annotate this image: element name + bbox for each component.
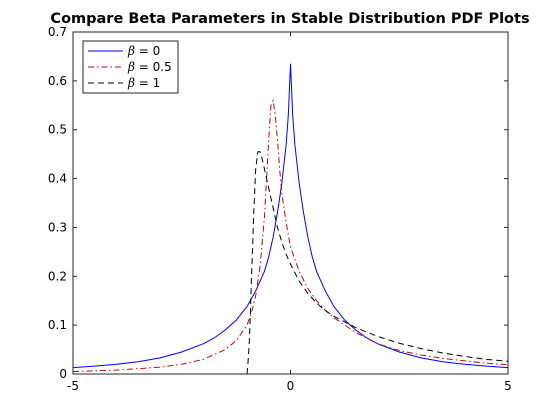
y-tick-label: 0.1: [48, 318, 67, 332]
y-tick-label: 0.2: [48, 269, 67, 283]
legend: β = 0β = 0.5β = 1: [82, 40, 179, 94]
legend-beta-symbol: β: [127, 44, 135, 58]
legend-box: [82, 40, 179, 94]
series-layer: [73, 63, 508, 374]
chart-title: Compare Beta Parameters in Stable Distri…: [50, 11, 529, 27]
series-line-2: [73, 98, 508, 373]
legend-value: = 1: [135, 76, 160, 90]
legend-beta-symbol: β: [127, 60, 135, 74]
y-tick-label: 0.5: [48, 123, 67, 137]
y-tick-label: 0.6: [48, 74, 67, 88]
x-tick-label: 5: [504, 379, 512, 393]
y-tick-label: 0: [59, 367, 67, 381]
legend-label-3: β = 1: [127, 76, 160, 90]
axes-layer: 00.10.20.30.40.50.60.7-5 0 5: [48, 25, 512, 393]
series-line-3: [246, 151, 508, 374]
legend-value: = 0: [135, 44, 160, 58]
legend-beta-symbol: β: [127, 76, 135, 90]
y-tick-label: 0.7: [48, 25, 67, 39]
y-tick-label: 0.3: [48, 220, 67, 234]
y-tick-label: 0.4: [48, 172, 67, 186]
x-tick-label: -5: [67, 379, 79, 393]
legend-value: = 0.5: [135, 60, 172, 74]
legend-label-1: β = 0: [127, 44, 160, 58]
x-tick-label: 0: [287, 379, 295, 393]
legend-label-2: β = 0.5: [127, 60, 172, 74]
